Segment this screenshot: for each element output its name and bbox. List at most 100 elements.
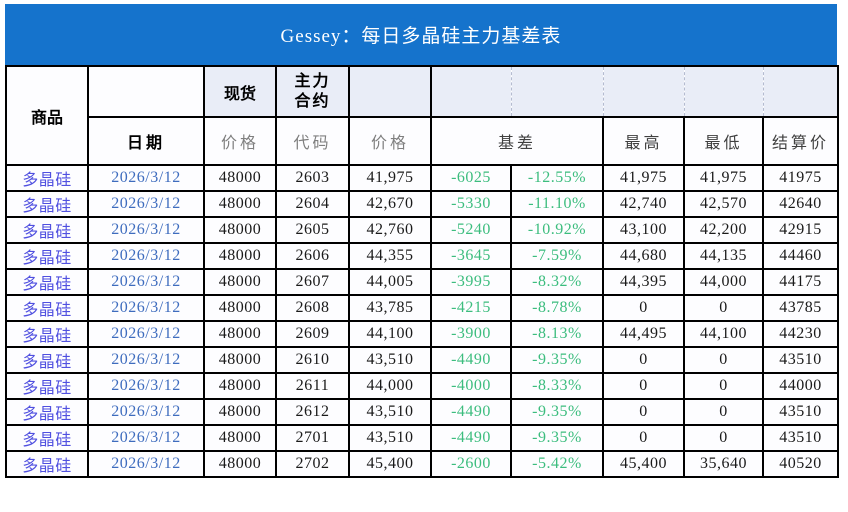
cell-basis-percent: -5.42% [510, 450, 604, 478]
cell-date: 2026/3/12 [87, 424, 205, 452]
table-row: 多晶硅 2026/3/12 48000 2607 44,005 -3995 -8.32% 44… [5, 268, 839, 296]
cell-high: 0 [602, 346, 685, 374]
cell-date: 2026/3/12 [87, 242, 205, 270]
cell-price: 42,760 [348, 216, 432, 244]
title-bar: Gessey：每日多晶硅主力基差表 [5, 4, 837, 65]
table-row: 多晶硅 2026/3/12 48000 2603 41,975 -6025 -12.55% 4… [5, 164, 839, 192]
cell-commodity: 多晶硅 [5, 450, 89, 478]
header-empty-above-date [87, 65, 205, 118]
header-empty-2 [430, 65, 512, 118]
cell-basis: -6025 [430, 164, 512, 192]
table-row: 多晶硅 2026/3/12 48000 2609 44,100 -3900 -8.13% 44… [5, 320, 839, 348]
cell-contract-code: 2610 [275, 346, 350, 374]
cell-spot-price: 48000 [203, 450, 277, 478]
table-row: 多晶硅 2026/3/12 48000 2612 43,510 -4490 -9.35% 0 0… [5, 398, 839, 426]
cell-high: 0 [602, 372, 685, 400]
cell-low: 44,000 [683, 268, 764, 296]
cell-price: 44,005 [348, 268, 432, 296]
cell-date: 2026/3/12 [87, 190, 205, 218]
cell-commodity: 多晶硅 [5, 216, 89, 244]
cell-spot-price: 48000 [203, 242, 277, 270]
table-row: 多晶硅 2026/3/12 48000 2608 43,785 -4215 -8.78% 0 0… [5, 294, 839, 322]
col-header-high: 最高 [602, 116, 685, 166]
cell-commodity: 多晶硅 [5, 294, 89, 322]
cell-date: 2026/3/12 [87, 450, 205, 478]
cell-high: 0 [602, 294, 685, 322]
cell-spot-price: 48000 [203, 398, 277, 426]
cell-basis-percent: -7.59% [510, 242, 604, 270]
cell-commodity: 多晶硅 [5, 398, 89, 426]
cell-high: 41,975 [602, 164, 685, 192]
cell-basis-percent: -10.92% [510, 216, 604, 244]
cell-price: 44,000 [348, 372, 432, 400]
cell-high: 44,395 [602, 268, 685, 296]
table-row: 多晶硅 2026/3/12 48000 2611 44,000 -4000 -8.33% 0 0… [5, 372, 839, 400]
cell-settlement: 44175 [762, 268, 839, 296]
cell-spot-price: 48000 [203, 346, 277, 374]
table-row: 多晶硅 2026/3/12 48000 2604 42,670 -5330 -11.10% 4… [5, 190, 839, 218]
cell-contract-code: 2611 [275, 372, 350, 400]
table-row: 多晶硅 2026/3/12 48000 2606 44,355 -3645 -7.59% 44… [5, 242, 839, 270]
cell-high: 45,400 [602, 450, 685, 478]
col-header-contract-code: 代码 [275, 116, 350, 166]
cell-low: 41,975 [683, 164, 764, 192]
cell-commodity: 多晶硅 [5, 190, 89, 218]
cell-low: 0 [683, 424, 764, 452]
cell-spot-price: 48000 [203, 424, 277, 452]
cell-settlement: 43785 [762, 294, 839, 322]
cell-basis: -4490 [430, 398, 512, 426]
cell-basis-percent: -8.32% [510, 268, 604, 296]
header-empty-3 [510, 65, 604, 118]
table-row: 多晶硅 2026/3/12 48000 2701 43,510 -4490 -9.35% 0 0… [5, 424, 839, 452]
cell-basis-percent: -9.35% [510, 346, 604, 374]
cell-low: 44,135 [683, 242, 764, 270]
header-empty-5 [683, 65, 764, 118]
cell-basis: -4215 [430, 294, 512, 322]
cell-settlement: 43510 [762, 398, 839, 426]
cell-commodity: 多晶硅 [5, 164, 89, 192]
header-empty-6 [762, 65, 839, 118]
cell-basis: -4490 [430, 424, 512, 452]
cell-date: 2026/3/12 [87, 294, 205, 322]
page-title: Gessey：每日多晶硅主力基差表 [280, 26, 562, 47]
cell-commodity: 多晶硅 [5, 320, 89, 348]
cell-settlement: 44230 [762, 320, 839, 348]
cell-low: 42,200 [683, 216, 764, 244]
cell-spot-price: 48000 [203, 294, 277, 322]
cell-low: 42,570 [683, 190, 764, 218]
cell-contract-code: 2612 [275, 398, 350, 426]
cell-high: 0 [602, 398, 685, 426]
cell-settlement: 42640 [762, 190, 839, 218]
col-header-price: 价格 [348, 116, 432, 166]
cell-commodity: 多晶硅 [5, 424, 89, 452]
cell-basis-percent: -12.55% [510, 164, 604, 192]
cell-basis-percent: -8.78% [510, 294, 604, 322]
cell-date: 2026/3/12 [87, 346, 205, 374]
cell-price: 42,670 [348, 190, 432, 218]
cell-price: 43,510 [348, 424, 432, 452]
cell-basis-percent: -11.10% [510, 190, 604, 218]
cell-basis-percent: -9.35% [510, 424, 604, 452]
basis-table: 商品 现货 主力 合约 日期 价格 代码 价格 基差 最高 [5, 65, 839, 478]
cell-spot-price: 48000 [203, 190, 277, 218]
cell-low: 0 [683, 294, 764, 322]
cell-price: 45,400 [348, 450, 432, 478]
cell-commodity: 多晶硅 [5, 242, 89, 270]
col-header-main-contract-group: 主力 合约 [275, 65, 350, 118]
table-row: 多晶硅 2026/3/12 48000 2702 45,400 -2600 -5.42% 45… [5, 450, 839, 478]
cell-date: 2026/3/12 [87, 268, 205, 296]
cell-settlement: 43510 [762, 424, 839, 452]
col-header-basis: 基差 [430, 116, 604, 166]
cell-basis: -3995 [430, 268, 512, 296]
cell-basis-percent: -8.13% [510, 320, 604, 348]
header-empty-4 [602, 65, 685, 118]
cell-low: 35,640 [683, 450, 764, 478]
cell-price: 43,510 [348, 398, 432, 426]
cell-basis: -5330 [430, 190, 512, 218]
cell-contract-code: 2608 [275, 294, 350, 322]
cell-settlement: 44460 [762, 242, 839, 270]
cell-date: 2026/3/12 [87, 372, 205, 400]
cell-settlement: 40520 [762, 450, 839, 478]
col-header-low: 最低 [683, 116, 764, 166]
cell-price: 43,510 [348, 346, 432, 374]
